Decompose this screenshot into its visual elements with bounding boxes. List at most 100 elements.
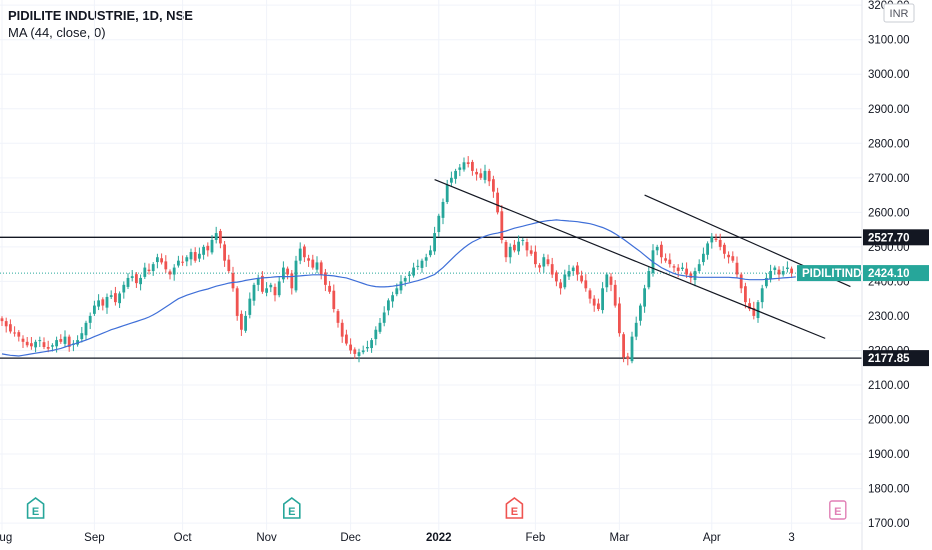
candle-body bbox=[756, 302, 760, 318]
candle-body bbox=[408, 274, 411, 276]
candle-body bbox=[139, 277, 142, 285]
candle-body bbox=[655, 246, 659, 251]
x-tick-label: Oct bbox=[174, 532, 193, 544]
candle-body bbox=[752, 307, 756, 316]
candle-body bbox=[118, 293, 121, 304]
candle-body bbox=[256, 277, 260, 285]
candlesticks bbox=[0, 156, 793, 366]
candle-body bbox=[80, 333, 84, 340]
y-tick-label: 2300.00 bbox=[868, 311, 910, 323]
candle-body bbox=[345, 334, 348, 344]
resistance-price-tag-bg bbox=[863, 229, 929, 246]
symbol-tag: PIDILITIND bbox=[802, 268, 861, 280]
x-tick-label: 3 bbox=[788, 532, 794, 544]
x-tick-label: Nov bbox=[256, 532, 277, 544]
y-tick-label: 3100.00 bbox=[868, 35, 910, 47]
candle-body bbox=[303, 246, 306, 258]
candle-body bbox=[693, 271, 697, 281]
candle-body bbox=[210, 239, 214, 253]
time-axis[interactable]: Aug Sep Oct Nov Dec 2022 Feb Mar Apr 3 bbox=[0, 532, 795, 544]
earnings-marker-shape bbox=[26, 496, 45, 519]
candle-body bbox=[328, 285, 331, 292]
candle-body bbox=[349, 344, 352, 351]
earnings-marker-shape bbox=[282, 497, 301, 519]
candle-body bbox=[475, 171, 478, 175]
candle-body bbox=[214, 233, 218, 240]
candle-body bbox=[542, 257, 546, 267]
candle-body bbox=[508, 246, 512, 258]
horizontal-levels bbox=[0, 236, 862, 359]
candle-body bbox=[93, 305, 96, 314]
candle-body bbox=[198, 253, 201, 259]
candle-body bbox=[4, 321, 8, 327]
earnings-marker: E bbox=[26, 496, 45, 519]
candle-body bbox=[172, 267, 176, 275]
candle-body bbox=[88, 315, 92, 323]
candle-body bbox=[130, 276, 134, 278]
candle-body bbox=[9, 324, 12, 332]
candle-body bbox=[395, 288, 399, 295]
candle-body bbox=[706, 243, 709, 255]
candle-body bbox=[588, 290, 592, 299]
candle-body bbox=[399, 281, 403, 291]
candle-body bbox=[122, 284, 126, 293]
candle-body bbox=[282, 267, 285, 280]
candle-body bbox=[441, 201, 445, 218]
x-tick-label: 2022 bbox=[426, 532, 452, 544]
candle-body bbox=[681, 267, 684, 269]
candle-body bbox=[765, 277, 768, 287]
candle-body bbox=[193, 252, 197, 261]
x-tick-label: Feb bbox=[525, 532, 545, 544]
candle-body bbox=[265, 288, 268, 293]
candle-body bbox=[550, 264, 554, 275]
candle-body bbox=[273, 286, 277, 296]
candle-body bbox=[592, 298, 596, 306]
candle-body bbox=[672, 266, 676, 268]
candle-body bbox=[156, 257, 159, 263]
candle-body bbox=[307, 258, 310, 261]
candle-body bbox=[181, 261, 184, 263]
candle-body bbox=[769, 271, 772, 279]
candle-body bbox=[643, 288, 646, 307]
candle-body bbox=[559, 282, 562, 289]
candle-body bbox=[668, 259, 672, 265]
candle-body bbox=[46, 347, 50, 349]
candle-body bbox=[697, 264, 701, 272]
candle-body bbox=[739, 274, 743, 289]
candle-body bbox=[206, 245, 210, 251]
candle-body bbox=[521, 239, 525, 241]
candle-body bbox=[748, 303, 751, 310]
candle-body bbox=[576, 265, 579, 275]
candle-body bbox=[563, 274, 567, 288]
candle-body bbox=[366, 347, 369, 349]
candle-body bbox=[374, 329, 378, 340]
currency-badge[interactable]: INR bbox=[883, 3, 915, 23]
x-tick-label: Dec bbox=[340, 532, 361, 544]
candle-body bbox=[513, 244, 516, 251]
candle-body bbox=[777, 269, 781, 275]
y-tick-label: 2600.00 bbox=[868, 207, 910, 219]
candle-body bbox=[718, 239, 722, 247]
candle-body bbox=[227, 259, 231, 272]
candle-body bbox=[298, 248, 302, 261]
earnings-marker-shape bbox=[505, 497, 524, 519]
candle-body bbox=[496, 192, 499, 213]
candle-body bbox=[177, 260, 180, 266]
candle-body bbox=[336, 311, 340, 323]
candle-body bbox=[315, 262, 319, 270]
candle-body bbox=[416, 265, 420, 267]
candle-body bbox=[710, 236, 714, 243]
candle-body bbox=[487, 170, 491, 182]
candle-body bbox=[286, 268, 289, 275]
candle-body bbox=[378, 322, 382, 332]
candle-body bbox=[55, 340, 58, 347]
candle-body bbox=[269, 284, 273, 288]
candle-body bbox=[731, 256, 735, 261]
y-tick-label: 2100.00 bbox=[868, 380, 910, 392]
symbol-tag-bg bbox=[797, 265, 861, 282]
indicator-legend[interactable]: MA (44, close, 0) bbox=[8, 25, 106, 40]
candle-body bbox=[42, 342, 46, 348]
resistance-price-tag: 2527.70 bbox=[868, 232, 910, 244]
